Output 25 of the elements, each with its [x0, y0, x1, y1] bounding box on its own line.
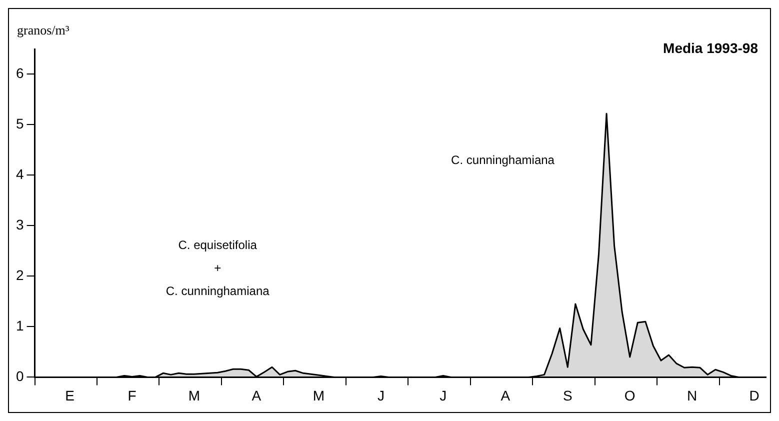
x-tick-label: M [312, 387, 325, 404]
x-tick-label: A [252, 387, 262, 404]
y-tick-label: 1 [16, 318, 24, 334]
x-tick-label: E [65, 387, 74, 404]
x-tick-label: M [188, 387, 200, 404]
y-tick-label: 0 [16, 368, 24, 384]
annotation: C. cunninghamiana [451, 152, 555, 167]
y-tick-label: 3 [16, 216, 24, 233]
x-tick-label: F [128, 387, 136, 404]
x-tick-label: O [624, 387, 636, 404]
y-tick-label: 4 [16, 166, 24, 182]
annotation: C. cunninghamiana [166, 284, 270, 298]
y-tick-label: 6 [16, 65, 24, 82]
x-tick-label: D [749, 387, 760, 404]
chart-title: Media 1993-98 [663, 40, 758, 56]
x-tick-label: J [377, 387, 384, 404]
x-tick-label: S [562, 387, 572, 404]
x-tick-label: J [440, 387, 447, 404]
y-tick-label: 5 [16, 116, 24, 132]
annotation: C. equisetifolia [178, 238, 258, 252]
y-tick-label: 2 [16, 267, 24, 284]
x-tick-label: A [500, 387, 511, 404]
annotation: + [214, 261, 222, 276]
y-axis-title: granos/m³ [17, 22, 70, 38]
x-tick-label: N [687, 387, 698, 404]
